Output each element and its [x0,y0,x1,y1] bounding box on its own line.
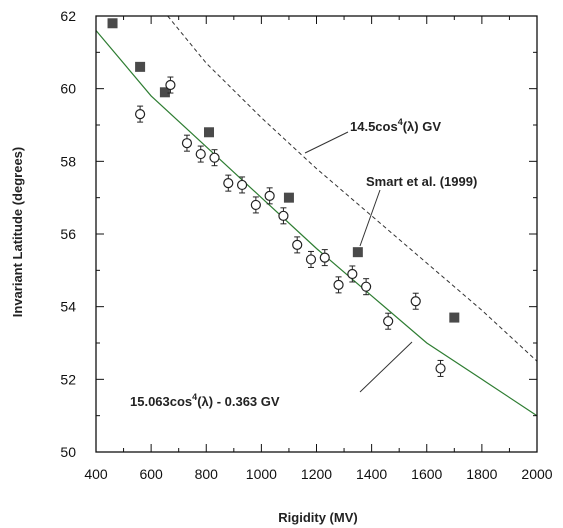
x-tick-label: 1000 [246,466,277,482]
y-tick-label: 54 [60,299,76,315]
circle-point [236,179,248,191]
circle-point [181,138,193,149]
circle-point [250,199,261,211]
y-tick-label: 60 [60,81,76,97]
x-tick-label: 1400 [356,466,387,482]
axes-layer: 400 600 800 1000 1200 1400 1600 1800 2000 50 52 54 5… [60,8,552,482]
dashed-curve-pointer [304,131,349,154]
smart-label: Smart et al. (1999) [366,174,477,189]
y-tick-label: 58 [60,153,76,169]
solid-curve-pointer [359,341,413,393]
circle-point [361,281,372,292]
y-tick-label: 52 [60,371,76,387]
series-line-dashed-curve [167,15,538,362]
circle-point [165,79,176,91]
circle-point [292,239,303,250]
x-tick-label: 2000 [521,466,552,482]
circle-point [435,363,446,374]
y-tick-label: 50 [60,444,76,460]
dashed-curve-label-prefix: 14.5cos [350,119,398,134]
circle-point [347,268,358,280]
y-tick-label: 62 [60,8,76,24]
circle-point [223,178,234,189]
smart-square-point [283,192,294,203]
circle-point [305,254,317,265]
dashed-curve-label-suffix: (λ) GV [403,119,442,134]
dashed-curve-label-exponent: 4 [398,117,403,127]
plot-background [96,16,537,452]
circle-point [333,279,344,290]
plot-area [96,16,537,452]
points-layer [107,18,460,377]
circle-point [209,152,220,163]
smart-square-point [449,312,460,323]
smart-pointer [359,189,381,247]
curves-layer [95,15,538,417]
y-axis-label: Invariant Latitude (degrees) [10,147,25,317]
smart-square-point [135,61,146,72]
circle-point [135,108,146,120]
x-tick-label: 400 [84,466,108,482]
x-tick-label: 600 [139,466,163,482]
solid-curve-label-suffix: (λ) - 0.363 GV [197,394,280,409]
solid-curve-label-exponent: 4 [192,392,197,402]
circle-point [383,316,394,327]
circle-point [264,190,275,201]
series-line-solid-curve [95,30,538,417]
x-tick-label: 1800 [466,466,497,482]
smart-square-point [352,247,363,258]
dashed-curve-label: 14.5cos4(λ) GV [350,117,441,134]
solid-curve-label-prefix: 15.063cos [130,394,192,409]
smart-square-point [204,127,215,138]
circle-point [410,296,421,307]
circle-point [195,148,206,160]
smart-square-point [107,18,118,29]
y-tick-label: 56 [60,226,76,242]
x-tick-label: 1600 [411,466,442,482]
x-tick-label: 800 [195,466,219,482]
circle-point [319,252,330,263]
circle-point [278,210,289,221]
smart-square-point [159,87,170,98]
solid-curve-label: 15.063cos4(λ) - 0.363 GV [130,392,280,409]
x-axis-label: Rigidity (MV) [278,510,357,525]
x-tick-label: 1200 [301,466,332,482]
